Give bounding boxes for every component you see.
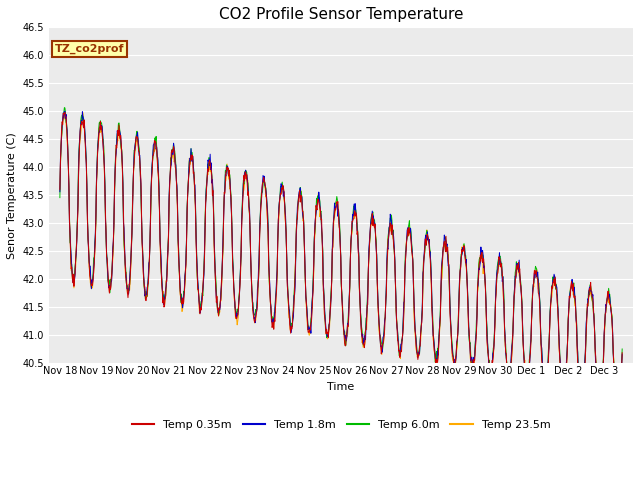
Title: CO2 Profile Sensor Temperature: CO2 Profile Sensor Temperature xyxy=(219,7,463,22)
X-axis label: Time: Time xyxy=(328,382,355,392)
Legend: Temp 0.35m, Temp 1.8m, Temp 6.0m, Temp 23.5m: Temp 0.35m, Temp 1.8m, Temp 6.0m, Temp 2… xyxy=(127,416,555,435)
Y-axis label: Senor Temperature (C): Senor Temperature (C) xyxy=(7,132,17,259)
Text: TZ_co2prof: TZ_co2prof xyxy=(55,44,124,54)
